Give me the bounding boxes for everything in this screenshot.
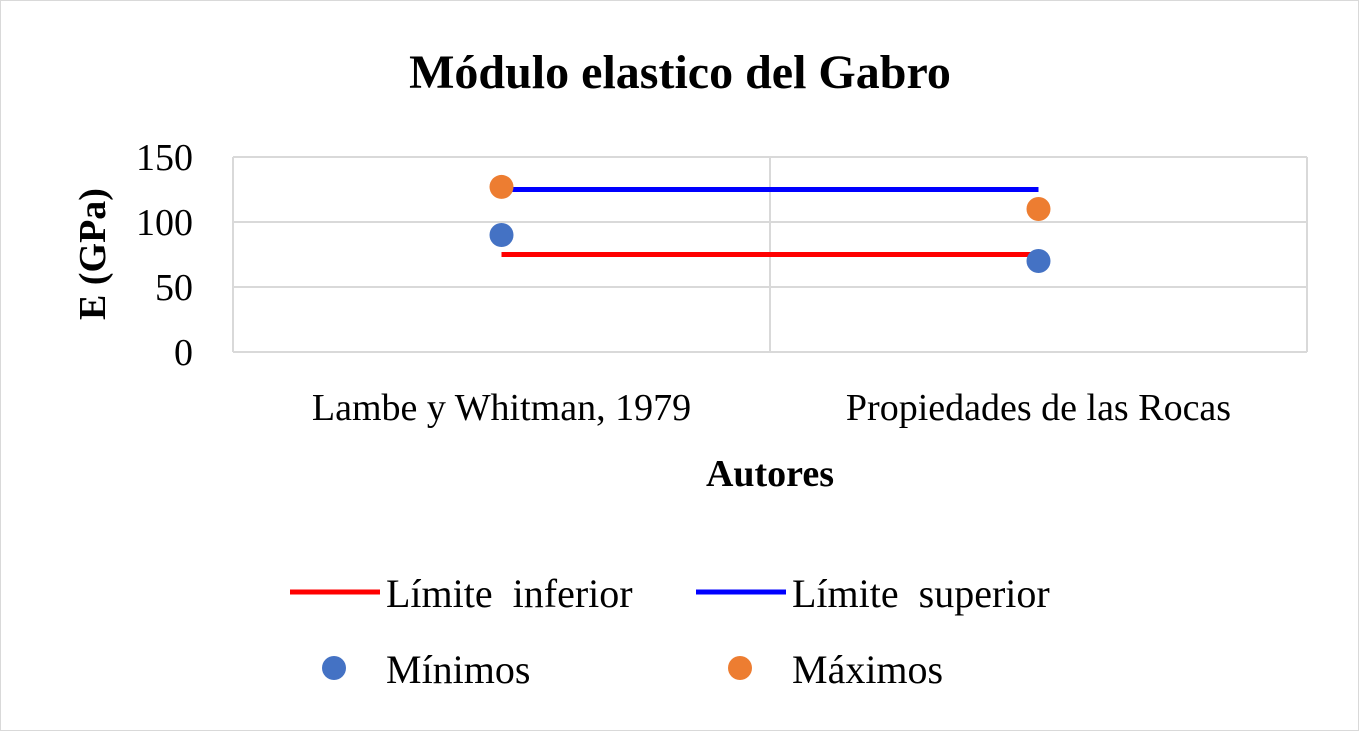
x-tick-label: Lambe y Whitman, 1979 — [312, 387, 691, 429]
y-axis-title: E (GPa) — [72, 188, 114, 320]
legend-marker-swatch — [322, 656, 346, 680]
legend-label: Máximos — [792, 647, 943, 692]
series-3 — [489, 174, 1051, 221]
y-tick-label: 50 — [155, 267, 193, 309]
x-tick-label: Propiedades de las Rocas — [846, 387, 1231, 429]
legend-label: Límite inferior — [386, 571, 633, 616]
legend-item: Límite superior — [696, 571, 1050, 616]
legend-item: Límite inferior — [290, 571, 633, 616]
legend-item: Máximos — [728, 647, 943, 692]
legend-label: Mínimos — [386, 647, 530, 692]
y-tick-label: 150 — [136, 137, 193, 179]
y-tick-label: 100 — [136, 202, 193, 244]
y-tick-label: 0 — [174, 332, 193, 374]
legend-marker-swatch — [728, 656, 752, 680]
x-axis-title: Autores — [706, 453, 834, 495]
x-axis-ticks: Lambe y Whitman, 1979 Propiedades de las … — [312, 387, 1231, 429]
y-axis-ticks: 0 50 100 150 — [136, 137, 193, 374]
legend-item: Mínimos — [322, 647, 530, 692]
grid — [232, 156, 1308, 353]
data-point — [1026, 197, 1051, 221]
legend-label: Límite superior — [792, 571, 1050, 616]
data-point — [489, 223, 514, 247]
legend: Límite inferior Límite superior Mínimos Máx… — [290, 571, 1050, 692]
chart-title: Módulo elastico del Gabro — [409, 46, 951, 99]
series-2 — [489, 223, 1051, 273]
series — [489, 174, 1051, 273]
data-point — [1026, 249, 1051, 273]
data-point — [489, 174, 514, 199]
